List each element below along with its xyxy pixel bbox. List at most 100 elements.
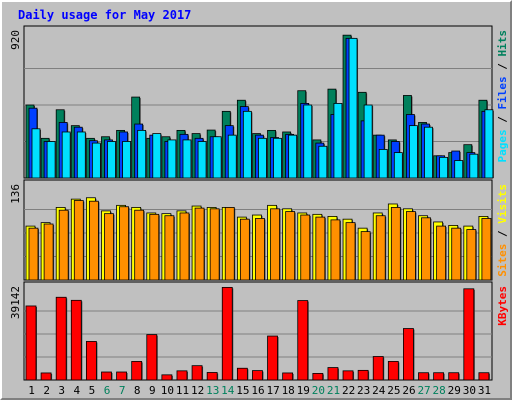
bar-sites-day-3 <box>58 209 69 281</box>
bar-sites-day-28 <box>436 225 447 281</box>
x-tick-label: 15 <box>236 384 249 397</box>
bar-kbytes-day-5 <box>85 341 97 381</box>
bar-pages-day-19 <box>303 104 313 179</box>
bar-sites-day-12 <box>194 207 205 281</box>
bar-kbytes-day-23 <box>357 369 369 381</box>
bar-pages-day-17 <box>273 137 282 179</box>
bar-kbytes-day-1 <box>25 305 37 381</box>
bar-kbytes-day-22 <box>342 370 354 381</box>
bar-sites-day-31 <box>481 218 492 281</box>
panel-mid-legend: Sites / Visits <box>496 184 509 277</box>
bar-sites-day-7 <box>119 206 129 281</box>
bar-pages-day-1 <box>31 128 41 179</box>
bar-kbytes-day-12 <box>191 365 203 381</box>
bar-pages-day-9 <box>152 133 162 179</box>
bar-kbytes-day-13 <box>206 372 218 381</box>
x-tick-label: 1 <box>28 384 35 397</box>
bar-pages-day-22 <box>348 37 358 179</box>
bar-kbytes-day-14 <box>221 286 233 381</box>
bar-pages-day-18 <box>288 134 298 179</box>
bar-pages-day-31 <box>484 109 494 179</box>
bar-pages-day-11 <box>182 139 192 179</box>
bar-sites-day-11 <box>179 212 190 281</box>
bar-pages-day-23 <box>363 104 373 179</box>
panel-mid: 136 Sites / Visits <box>9 179 509 281</box>
x-tick-label: 5 <box>89 384 96 397</box>
x-tick-label: 3 <box>58 384 65 397</box>
x-tick-label: 19 <box>297 384 310 397</box>
bar-kbytes-day-31 <box>478 372 490 381</box>
bar-sites-day-2 <box>43 223 54 281</box>
legend-entry: Hits <box>496 30 509 57</box>
bar-kbytes-day-26 <box>403 328 414 381</box>
bar-sites-day-14 <box>224 207 235 281</box>
bar-kbytes-day-2 <box>40 372 52 381</box>
bar-pages-day-14 <box>227 134 237 179</box>
bar-kbytes-day-19 <box>297 300 309 381</box>
bar-sites-day-17 <box>270 208 280 281</box>
bar-sites-day-26 <box>406 211 416 281</box>
x-tick-label: 8 <box>134 384 141 397</box>
bar-pages-day-15 <box>242 110 252 179</box>
legend-entry: / <box>496 110 509 130</box>
bar-kbytes-day-29 <box>448 372 460 381</box>
panel-top-max-label: 920 <box>9 30 22 50</box>
legend-entry: Pages <box>496 129 509 162</box>
bar-sites-day-19 <box>300 214 311 281</box>
x-tick-label: 26 <box>402 384 415 397</box>
panel-top-legend: Pages / Files / Hits <box>496 30 509 163</box>
x-tick-label: 30 <box>463 384 476 397</box>
bar-sites-day-27 <box>421 217 431 281</box>
chart-title: Daily usage for May 2017 <box>18 8 191 22</box>
bar-pages-day-25 <box>393 152 403 179</box>
bar-kbytes-day-16 <box>252 370 263 381</box>
x-tick-label: 28 <box>433 384 446 397</box>
bar-kbytes-day-25 <box>387 361 399 381</box>
bar-sites-day-13 <box>209 208 220 281</box>
bar-pages-day-6 <box>107 141 116 179</box>
x-tick-label: 2 <box>43 384 50 397</box>
x-tick-label: 21 <box>327 384 340 397</box>
x-tick-label: 31 <box>478 384 491 397</box>
bar-kbytes-day-15 <box>236 367 248 381</box>
x-tick-label: 9 <box>149 384 156 397</box>
bar-sites-day-6 <box>104 213 114 281</box>
bar-kbytes-day-8 <box>131 361 143 381</box>
bar-kbytes-day-11 <box>176 370 188 381</box>
legend-entry: Visits <box>496 184 509 224</box>
bar-sites-day-4 <box>73 200 84 281</box>
panel-bot-legend: KBytes <box>496 286 509 326</box>
bar-kbytes-day-6 <box>101 371 112 381</box>
bar-sites-day-23 <box>360 231 371 281</box>
bar-pages-day-27 <box>424 126 433 179</box>
bar-pages-day-28 <box>439 156 449 179</box>
bar-kbytes-day-9 <box>146 334 158 381</box>
bar-pages-day-4 <box>76 131 86 179</box>
bar-sites-day-10 <box>164 215 175 281</box>
panel-mid-max-label: 136 <box>9 184 22 204</box>
x-tick-label: 20 <box>312 384 325 397</box>
x-tick-label: 12 <box>191 384 204 397</box>
bar-sites-day-30 <box>466 229 477 281</box>
x-tick-label: 29 <box>448 384 461 397</box>
bar-pages-day-21 <box>333 103 343 179</box>
bar-pages-day-30 <box>469 153 479 179</box>
x-tick-label: 24 <box>372 384 386 397</box>
bar-sites-day-25 <box>390 207 401 281</box>
bar-kbytes-day-18 <box>282 372 294 381</box>
bar-sites-day-1 <box>28 227 39 281</box>
bar-sites-day-16 <box>255 218 265 281</box>
legend-entry: / <box>496 224 509 244</box>
bar-kbytes-day-17 <box>267 335 278 381</box>
bar-sites-day-20 <box>315 216 326 281</box>
bar-pages-day-8 <box>137 129 147 179</box>
bar-kbytes-day-30 <box>463 288 475 381</box>
bar-pages-day-12 <box>197 141 207 179</box>
bar-sites-day-24 <box>375 215 386 281</box>
x-tick-label: 27 <box>417 384 430 397</box>
bar-sites-day-18 <box>285 211 296 281</box>
legend-entry: Sites <box>496 244 509 277</box>
x-tick-label: 18 <box>282 384 295 397</box>
x-tick-label: 23 <box>357 384 370 397</box>
